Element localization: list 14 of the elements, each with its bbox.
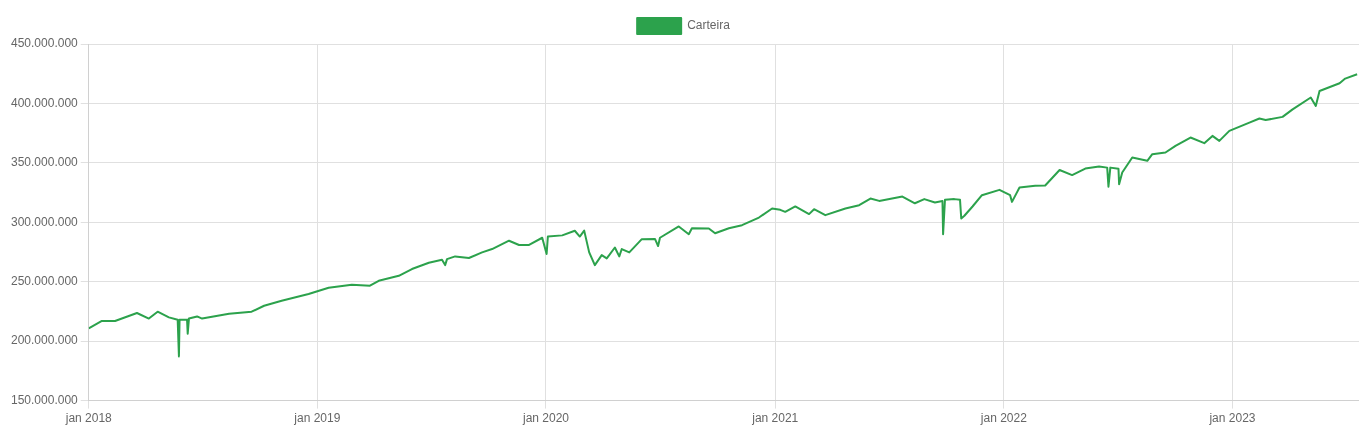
- y-tick-label: 400.000.000: [11, 95, 79, 110]
- x-tick-label: jan 2023: [1208, 411, 1256, 426]
- y-tick-label: 150.000.000: [11, 392, 79, 407]
- x-tick-label: jan 2019: [293, 411, 341, 426]
- x-tick-label: jan 2022: [979, 411, 1028, 426]
- y-tick-label: 350.000.000: [11, 155, 79, 170]
- x-tick-label: jan 2020: [521, 411, 570, 426]
- y-tick-label: 200.000.000: [11, 333, 79, 348]
- y-tick-label: 250.000.000: [11, 274, 79, 289]
- legend-label: Carteira: [687, 18, 731, 33]
- x-tick-label: jan 2021: [751, 411, 799, 426]
- y-tick-label: 300.000.000: [11, 214, 79, 229]
- x-tick-label: jan 2018: [64, 411, 113, 426]
- y-tick-label: 450.000.000: [11, 36, 79, 51]
